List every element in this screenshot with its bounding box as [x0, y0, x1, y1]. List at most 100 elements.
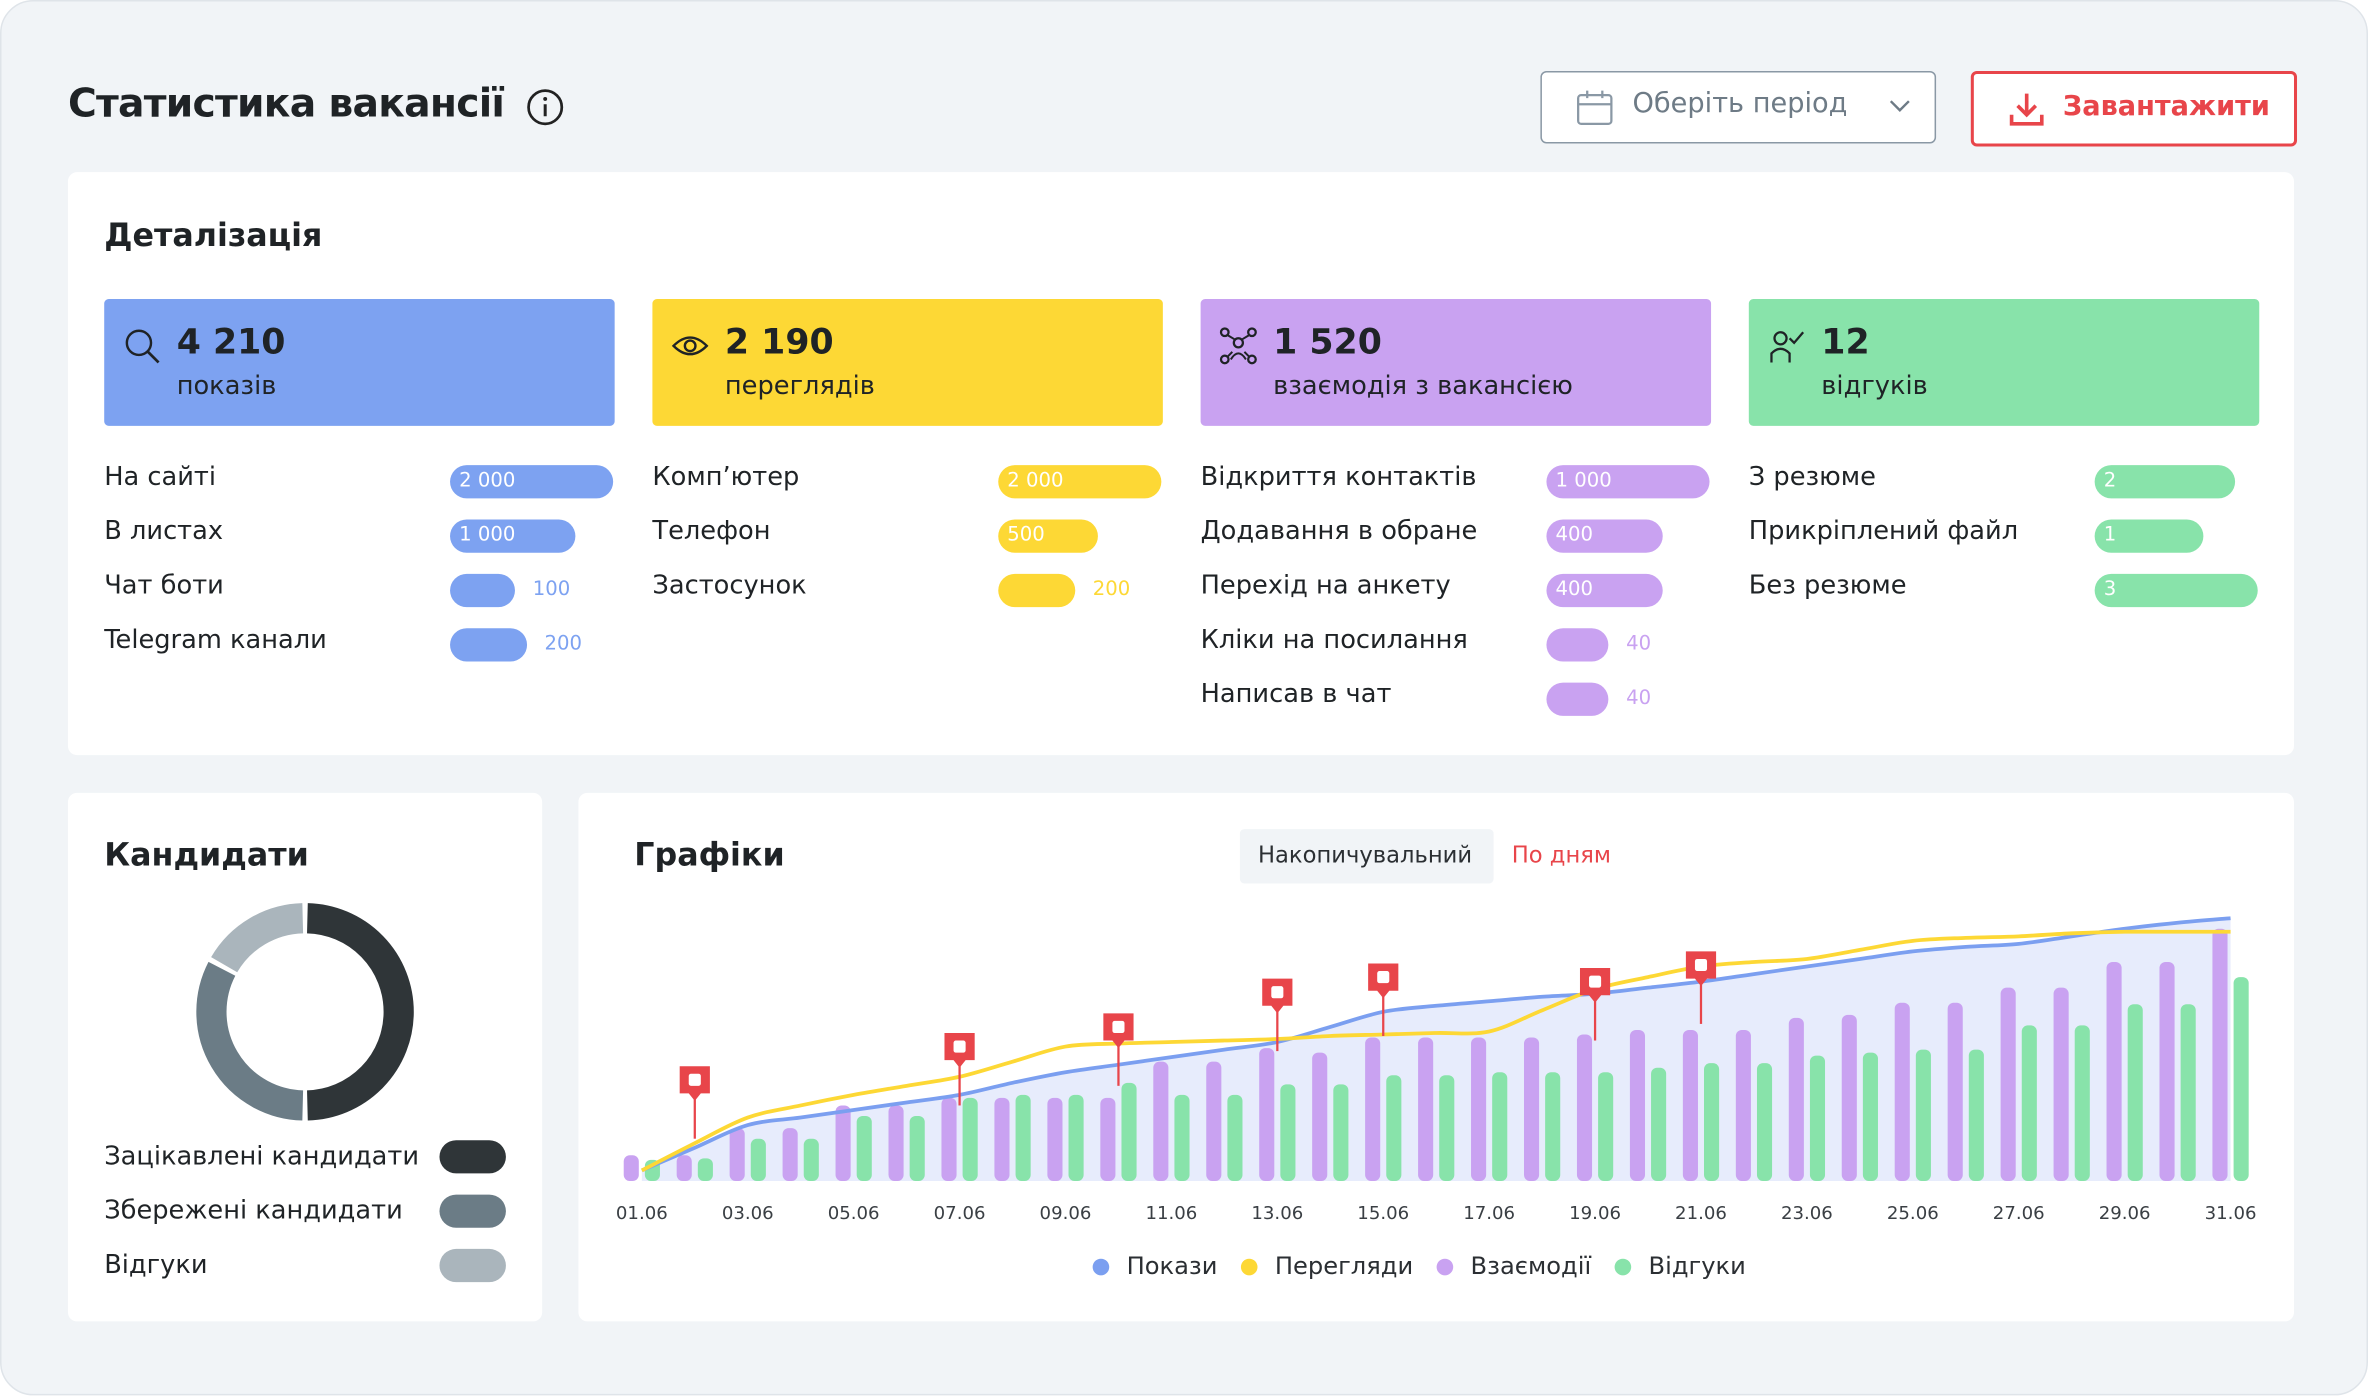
- metric-label: 200: [544, 632, 583, 656]
- row-label: Перехід на анкету: [1200, 570, 1451, 602]
- bar: [1386, 1075, 1402, 1181]
- metric-bar: [2094, 465, 2235, 499]
- card-icon: [671, 336, 709, 356]
- bar: [1788, 1017, 1804, 1181]
- metric-label: 200: [1092, 578, 1131, 602]
- bar: [888, 1105, 904, 1181]
- period-select[interactable]: Оберіть період: [1540, 70, 1937, 144]
- bar: [1121, 1082, 1137, 1181]
- donut-segment: [306, 903, 414, 1121]
- row-label: Застосунок: [652, 570, 807, 602]
- bar: [2053, 987, 2069, 1181]
- bar: [1100, 1097, 1116, 1181]
- card-caption: показів: [176, 371, 277, 402]
- bar: [623, 1155, 639, 1181]
- row-label: Прикріплений файл: [1748, 516, 2019, 547]
- legend-label: Відгуки: [1649, 1252, 1746, 1280]
- bar: [1365, 1037, 1381, 1181]
- legend-swatch: [439, 1248, 506, 1283]
- row-label: Телефон: [652, 516, 771, 547]
- metric-label: 2: [2103, 469, 2117, 493]
- row-label: Чат боти: [104, 570, 224, 602]
- x-tick-label: 31.06: [2205, 1203, 2257, 1224]
- legend-dot: [1614, 1258, 1632, 1276]
- event-pin-icon: [1694, 958, 1708, 972]
- bar: [1915, 1049, 1931, 1181]
- bar: [676, 1155, 692, 1181]
- x-tick-label: 23.06: [1781, 1203, 1833, 1224]
- row-label: Написав в чат: [1200, 679, 1392, 710]
- card-icon: [125, 329, 160, 364]
- metric-bar: [450, 519, 576, 553]
- card-icon: [1219, 327, 1257, 365]
- bar: [782, 1128, 798, 1181]
- series-line: [641, 916, 2231, 1173]
- info-icon[interactable]: [526, 88, 568, 130]
- metric-label: 40: [1626, 632, 1652, 656]
- metric-bar: [450, 465, 614, 499]
- card-caption: взаємодія з вакансією: [1273, 371, 1573, 402]
- card-total: 1 520: [1273, 323, 1382, 363]
- card-total: 12: [1821, 323, 1870, 363]
- legend-label: Відгуки: [104, 1250, 207, 1280]
- row-label: В листах: [104, 516, 224, 547]
- metric-bar: [2094, 573, 2258, 608]
- bar: [1947, 1002, 1963, 1181]
- bar: [1545, 1072, 1561, 1181]
- x-tick-label: 17.06: [1463, 1203, 1515, 1224]
- metric-bar: [1546, 573, 1663, 608]
- bar: [941, 1097, 957, 1181]
- candidates-panel: [67, 792, 543, 1322]
- bar: [1439, 1075, 1455, 1181]
- metric-label: 1 000: [1555, 469, 1612, 493]
- details-title: Деталізація: [104, 217, 323, 254]
- legend-swatch: [439, 1140, 506, 1174]
- bar: [1312, 1052, 1328, 1181]
- bar: [1068, 1094, 1084, 1181]
- bar: [2159, 961, 2175, 1181]
- bar: [1471, 1037, 1487, 1181]
- metric-label: 2 000: [459, 469, 516, 493]
- legend-swatch: [439, 1194, 506, 1228]
- bar: [2127, 1004, 2143, 1181]
- bar: [1756, 1063, 1773, 1181]
- bar: [2233, 977, 2249, 1181]
- bar: [1862, 1052, 1878, 1181]
- bar: [750, 1138, 766, 1181]
- legend-label: Збережені кандидати: [104, 1196, 403, 1226]
- bar: [994, 1097, 1010, 1181]
- row-label: На сайті: [104, 462, 217, 493]
- stat-card: 1 520 взаємодія з вакансією: [1200, 299, 1712, 426]
- row-label: Кліки на посилання: [1200, 625, 1468, 656]
- metric-label: 500: [1007, 524, 1045, 547]
- legend-dot: [1240, 1258, 1258, 1276]
- metric-bar: [1546, 682, 1609, 716]
- event-pin-icon: [1112, 1020, 1125, 1033]
- tab-label[interactable]: Накопичувальний: [1257, 841, 1473, 869]
- stat-card: 4 210 показів: [104, 299, 615, 426]
- metric-label: 100: [532, 578, 571, 602]
- event-pin-icon: [953, 1040, 966, 1053]
- bar: [1629, 1029, 1646, 1181]
- tab-active[interactable]: [1239, 829, 1494, 884]
- bar: [962, 1097, 978, 1181]
- row-label: Відкриття контактів: [1200, 462, 1477, 493]
- download-button[interactable]: Завантажити: [1970, 70, 2298, 147]
- tab-label[interactable]: По дням: [1511, 841, 1612, 869]
- donut-segment: [196, 961, 304, 1121]
- candidates-title: Кандидати: [104, 836, 309, 873]
- card-caption: переглядів: [724, 371, 875, 402]
- card-caption: відгуків: [1821, 371, 1928, 402]
- event-pin-icon: [688, 1073, 701, 1086]
- bar: [2000, 987, 2016, 1181]
- x-tick-label: 01.06: [616, 1203, 668, 1224]
- area: [641, 918, 2231, 1181]
- bar: [835, 1105, 851, 1181]
- x-tick-label: 03.06: [722, 1203, 774, 1224]
- metric-label: 400: [1555, 524, 1594, 547]
- card-total: 2 190: [724, 323, 834, 363]
- bar: [697, 1158, 713, 1181]
- details-panel: [67, 172, 2294, 756]
- legend-dot: [1092, 1258, 1110, 1276]
